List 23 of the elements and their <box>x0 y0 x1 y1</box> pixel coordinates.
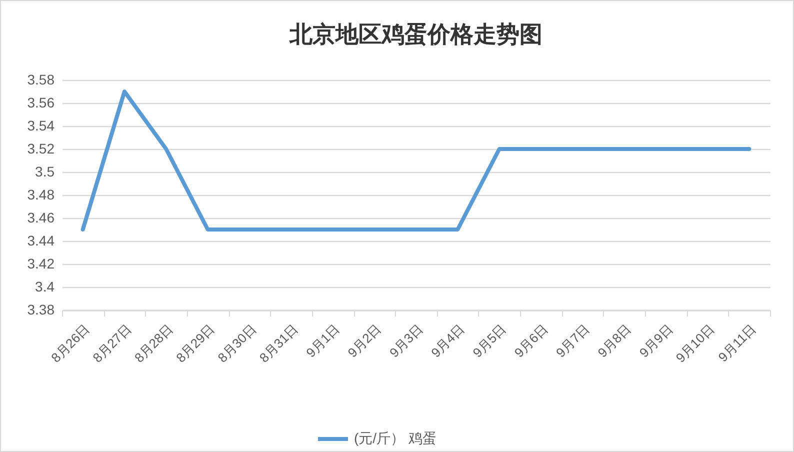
x-tick-label: 9月5日 <box>470 321 509 360</box>
y-tick-label: 3.48 <box>27 186 55 202</box>
y-tick-label: 3.4 <box>35 278 55 294</box>
x-tick-label: 9月6日 <box>511 321 551 360</box>
y-tick-label: 3.54 <box>27 118 55 134</box>
y-tick-label: 3.58 <box>27 72 55 88</box>
x-tick-label: 9月8日 <box>594 321 634 360</box>
x-tick-label: 8月29日 <box>173 321 218 366</box>
y-tick-label: 3.42 <box>27 256 55 272</box>
x-tick-label: 9月1日 <box>303 321 342 360</box>
y-tick-label: 3.5 <box>35 164 55 180</box>
chart-title: 北京地区鸡蛋价格走势图 <box>288 22 542 47</box>
legend-label: (元/斤） 鸡蛋 <box>354 430 436 446</box>
y-tick-label: 3.38 <box>27 302 55 318</box>
x-tick-label: 9月11日 <box>715 321 759 365</box>
y-tick-label: 3.44 <box>27 232 55 248</box>
x-tick-label: 9月2日 <box>344 321 384 360</box>
y-tick-label: 3.52 <box>27 140 55 156</box>
y-tick-label: 3.46 <box>27 210 55 226</box>
x-tick-label: 9月4日 <box>428 321 468 360</box>
x-tick-label: 9月3日 <box>386 321 426 360</box>
x-tick-label: 9月7日 <box>553 321 592 360</box>
y-tick-label: 3.56 <box>27 94 55 110</box>
